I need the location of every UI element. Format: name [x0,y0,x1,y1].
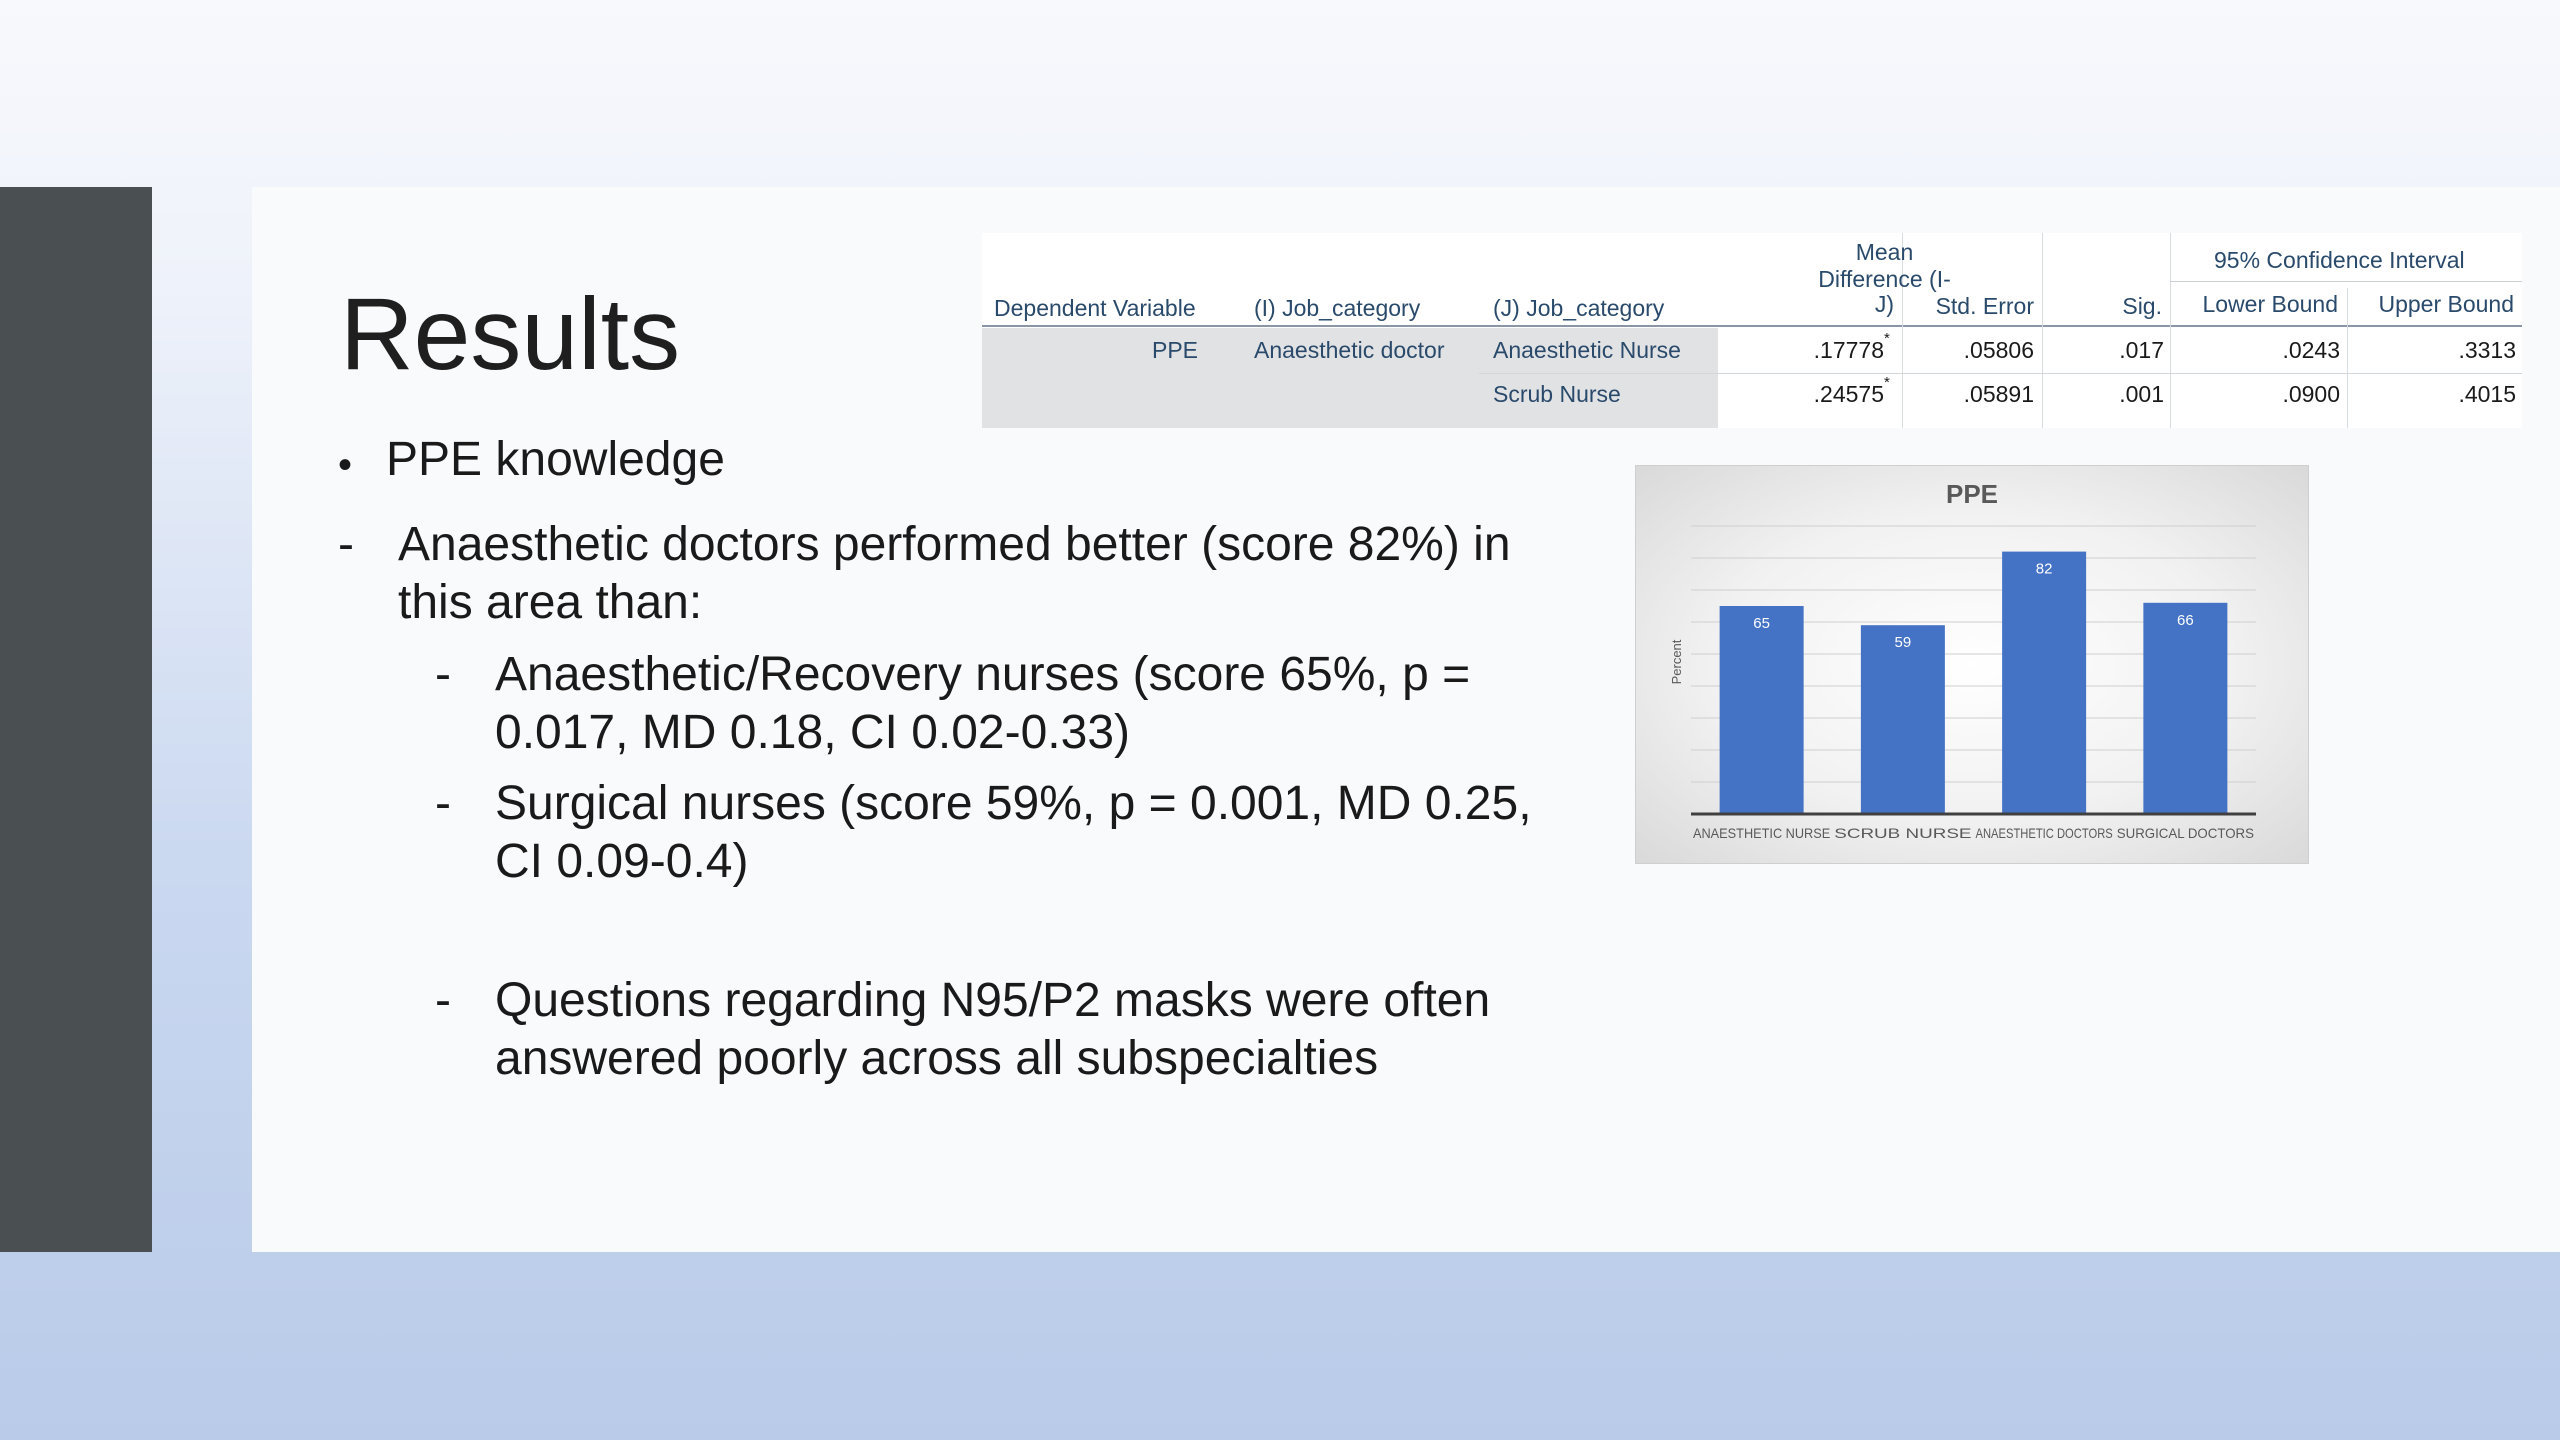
sub2-line2: CI 0.09-0.4) [495,835,749,888]
dash-marker: - [435,777,451,830]
th-i-category: (I) Job_category [1254,295,1421,321]
header-rule [982,325,2522,327]
category-tick-label: SURGICAL DOCTORS [2117,825,2254,841]
cell-dependent: PPE [1152,337,1199,363]
cell-std-error: .05891 [1963,381,2034,407]
bullet-dot-icon: • [338,443,353,487]
dash-marker: - [435,974,451,1027]
sub1-line1: Anaesthetic/Recovery nurses (score 65%, … [495,648,1471,701]
cell-mean-diff: .17778 [1813,337,1884,363]
cell-j-category: Scrub Nurse [1493,381,1621,407]
th-j-category: (J) Job_category [1493,295,1665,321]
cell-sig: .001 [2119,381,2164,407]
slide-title: Results [340,277,681,391]
th-lower-bound: Lower Bound [2202,291,2338,317]
th-mean-diff-1: Mean [1855,239,1914,265]
bar-1 [1719,606,1804,814]
dash-marker: - [435,648,451,701]
cell-upper-bound: .4015 [2458,381,2516,407]
dash1-line1: Anaesthetic doctors performed better (sc… [398,518,1511,571]
table-shade-left [982,328,1718,428]
dash1-line2: this area than: [398,576,703,629]
th-dependent: Dependent Variable [994,295,1196,321]
ppe-bar-chart: PPE Percent 65 ANAESTHETIC NURSE 59 SCRUB NUR… [1635,465,2309,864]
dash-marker: - [338,518,354,571]
bar-value-label: 65 [1753,615,1770,632]
category-tick-label: SCRUB NURSE [1834,825,1971,841]
category-tick-label: ANAESTHETIC NURSE [1693,825,1830,841]
cell-upper-bound: .3313 [2458,337,2516,363]
left-accent-bar [0,187,152,1252]
bar-value-label: 59 [1895,634,1912,651]
cell-j-category: Anaesthetic Nurse [1493,337,1681,363]
sig-marker: * [1884,330,1890,347]
th-mean-diff-3: J) [1874,291,1895,317]
sub2-line1: Surgical nurses (score 59%, p = 0.001, M… [495,777,1532,830]
th-std-error: Std. Error [1935,293,2034,319]
sub1-line2: 0.017, MD 0.18, CI 0.02-0.33) [495,706,1131,759]
th-mean-diff-2: Difference (I- [1818,266,1951,292]
th-sig: Sig. [2122,293,2162,319]
th-upper-bound: Upper Bound [2378,291,2514,317]
sig-marker: * [1884,374,1890,391]
chart-canvas: PPE Percent 65 ANAESTHETIC NURSE 59 SCRUB NUR… [1669,479,2256,841]
bar-value-label: 66 [2177,612,2194,629]
bar-3 [2002,551,2087,814]
y-axis-label: Percent [1669,639,1684,684]
cell-lower-bound: .0243 [2282,337,2340,363]
cell-mean-diff: .24575 [1813,381,1884,407]
bar-2 [1860,625,1945,814]
bar-value-label: 82 [2036,561,2053,578]
cell-sig: .017 [2119,337,2164,363]
category-tick-label: ANAESTHETIC DOCTORS [1976,825,2113,841]
bar-4 [2143,602,2228,814]
cell-lower-bound: .0900 [2282,381,2340,407]
cell-std-error: .05806 [1963,337,2034,363]
chart-title: PPE [1946,479,1998,509]
bullet-ppe-knowledge: PPE knowledge [386,433,725,486]
ci-group-header: 95% Confidence Interval [2214,247,2465,273]
sub3-line2: answered poorly across all subspecialtie… [495,1032,1379,1085]
post-hoc-table: 95% Confidence Interval Dependent Variab… [982,233,2522,428]
cell-i-category: Anaesthetic doctor [1254,337,1445,363]
sub3-line1: Questions regarding N95/P2 masks were of… [495,974,1491,1027]
